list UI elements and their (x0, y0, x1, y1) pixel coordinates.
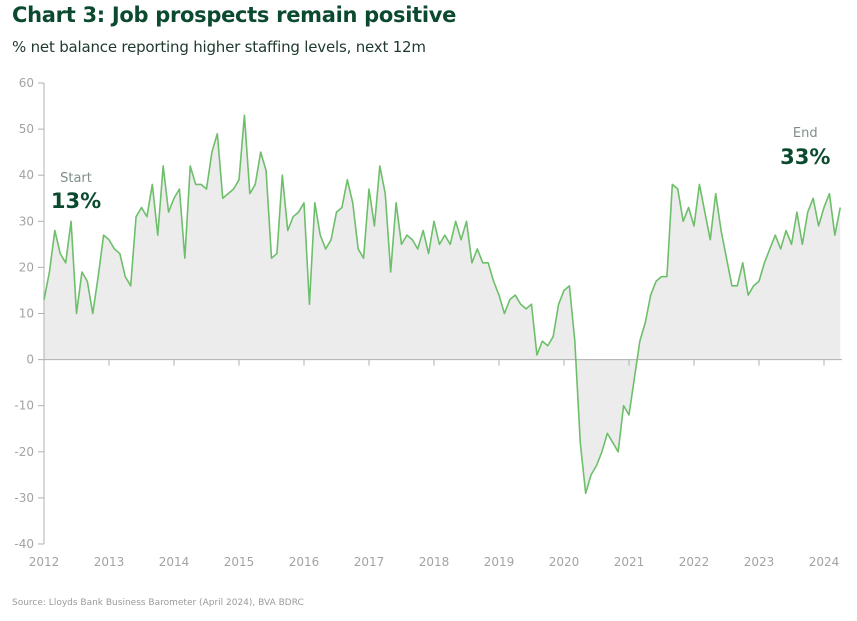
x-tick-label: 2013 (94, 555, 125, 569)
x-tick-label: 2017 (354, 555, 385, 569)
y-tick-label: 40 (19, 168, 34, 182)
y-tick-label: 60 (19, 76, 34, 90)
x-tick-label: 2018 (419, 555, 450, 569)
y-tick-label: 30 (19, 214, 34, 228)
y-tick-label: 20 (19, 260, 34, 274)
x-tick-label: 2012 (29, 555, 60, 569)
start-annotation-label: Start (60, 171, 92, 186)
y-tick-label: -40 (14, 537, 34, 551)
area-fill (44, 115, 841, 494)
y-tick-label: 50 (19, 122, 34, 136)
annotations: Start 13% End 33% (51, 126, 831, 213)
y-tick-label: -20 (14, 445, 34, 459)
chart-subtitle: % net balance reporting higher staffing … (12, 38, 426, 56)
x-tick-label: 2016 (289, 555, 320, 569)
x-tick-label: 2024 (809, 555, 840, 569)
x-tick-label: 2022 (679, 555, 710, 569)
x-tick-label: 2021 (614, 555, 645, 569)
x-tick-label: 2015 (224, 555, 255, 569)
area-layer (44, 115, 841, 494)
line-layer (43, 114, 842, 495)
y-tick-label: 0 (26, 353, 34, 367)
y-tick-label: -10 (14, 399, 34, 413)
end-annotation-value: 33% (780, 145, 830, 169)
x-tick-label: 2023 (744, 555, 775, 569)
series-line (43, 114, 842, 495)
chart-title: Chart 3: Job prospects remain positive (12, 3, 457, 27)
y-tick-label: 10 (19, 307, 34, 321)
x-tick-label: 2014 (159, 555, 190, 569)
y-tick-label: -30 (14, 491, 34, 505)
source-note: Source: Lloyds Bank Business Barometer (… (12, 598, 304, 608)
x-tick-label: 2019 (484, 555, 515, 569)
x-tick-label: 2020 (549, 555, 580, 569)
start-annotation-value: 13% (51, 189, 101, 213)
axes: 60 50 40 30 20 10 0 -10 -20 -30 -40 2012 2013 2014 201… (14, 76, 842, 569)
end-annotation-label: End (793, 126, 818, 141)
